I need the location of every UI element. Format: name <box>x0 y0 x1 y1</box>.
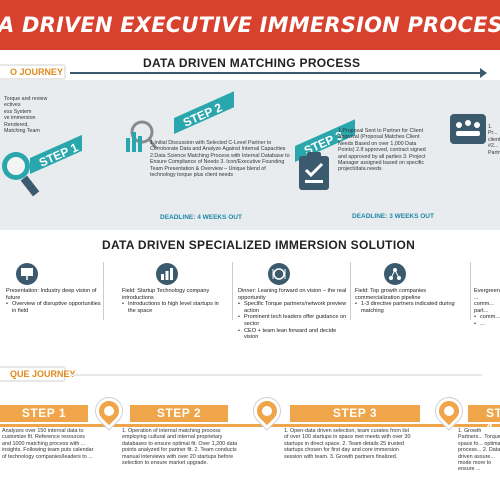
journey-line-bottom <box>70 374 482 376</box>
immersion-icon-bg-3 <box>268 263 290 285</box>
immersion-icon-bg-4 <box>384 263 406 285</box>
bottom-step1: STEP 1 <box>0 405 88 422</box>
divider-3 <box>350 262 351 320</box>
journey-tab-bottom-label: QUE JOURNEY <box>10 369 76 379</box>
step2-text: 1.Initial Discussion with Selected C-Lev… <box>150 140 290 179</box>
bottom-track <box>0 424 500 427</box>
bottom-step4: STEP 4 <box>468 405 500 434</box>
immersion-col-2: Field: Startup Technology company introd… <box>122 288 228 314</box>
journey-tab-top-label: O JOURNEY <box>10 67 64 77</box>
immersion-col-4: Field: Top growth companies commercializ… <box>355 288 467 314</box>
immersion-col-5: Evergreen: ... comm... part... comm... .… <box>474 288 500 328</box>
divider-4 <box>470 262 471 320</box>
divider-1 <box>103 262 104 320</box>
step3-text: 1.Proposal Sent to Partner for Client Ap… <box>338 128 426 173</box>
left-intro-text: Torque and review ectives ess System ve … <box>4 96 48 135</box>
presentation-icon <box>21 268 33 280</box>
journey-tab-bottom: QUE JOURNEY <box>0 366 76 382</box>
bottom-step4-label: STEP 4 <box>486 406 500 434</box>
magnifier-icon <box>2 152 40 197</box>
bottom-step2-label: STEP 2 <box>156 406 202 420</box>
journey-line-top <box>70 72 482 74</box>
bottom-step1-text: Analyzes over 150 internal data to custo… <box>2 428 94 460</box>
bottom-step3-label: STEP 3 <box>332 406 378 420</box>
banner-title: A DRIVEN EXECUTIVE IMMERSION PROCESS FUN <box>0 13 500 37</box>
section-title-matching: DATA DRIVEN MATCHING PROCESS <box>143 56 361 70</box>
network-icon <box>389 268 401 280</box>
chart-icon <box>161 268 173 280</box>
step3-clipboard-icon <box>299 152 329 190</box>
divider-2 <box>232 262 233 320</box>
banner: A DRIVEN EXECUTIVE IMMERSION PROCESS FUN <box>0 0 500 50</box>
step3-deadline: DEADLINE: 3 WEEKS OUT <box>352 213 434 220</box>
bottom-step4-text: 1. Growth Partners... Torque space fo...… <box>458 428 500 473</box>
journey-tab-top: O JOURNEY <box>0 64 66 80</box>
immersion-col-1: Presentation: Industry deep vision of fu… <box>6 288 102 314</box>
bottom-step2: STEP 2 <box>130 405 228 422</box>
bottom-step3: STEP 3 <box>290 405 420 422</box>
journey-arrow-top <box>480 68 487 78</box>
step2-search-icon <box>126 120 158 152</box>
step2-deadline: DEADLINE: 4 WEEKS OUT <box>160 214 242 221</box>
immersion-col-3: Dinner: Leaning forward on vision – the … <box>238 288 348 341</box>
step4-meeting-icon <box>450 114 486 144</box>
step4-text: 1. Pr... client... #2... Partn... <box>488 124 500 156</box>
bottom-step1-label: STEP 1 <box>21 406 67 420</box>
dinner-plate-icon <box>272 268 286 280</box>
section-title-immersion: DATA DRIVEN SPECIALIZED IMMERSION SOLUTI… <box>102 238 416 252</box>
bottom-step3-text: 1. Open-data driven selection, team cura… <box>284 428 411 460</box>
bottom-step2-text: 1. Operation of internal matching proces… <box>122 428 238 467</box>
matching-band <box>0 80 500 230</box>
